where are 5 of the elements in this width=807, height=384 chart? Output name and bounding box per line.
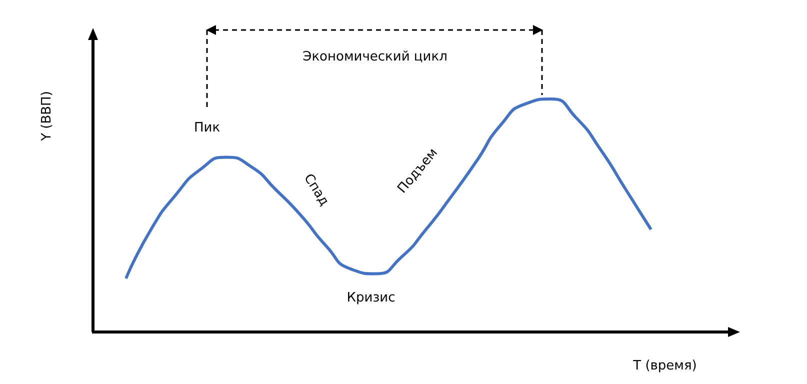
annotation: Пик bbox=[194, 120, 220, 136]
annotation: Кризис bbox=[346, 290, 396, 306]
text: Экономический цикл bbox=[302, 50, 448, 64]
y-axis-title: Y (ВВП) bbox=[40, 91, 54, 142]
x-axis-title: T (время) bbox=[632, 358, 697, 374]
